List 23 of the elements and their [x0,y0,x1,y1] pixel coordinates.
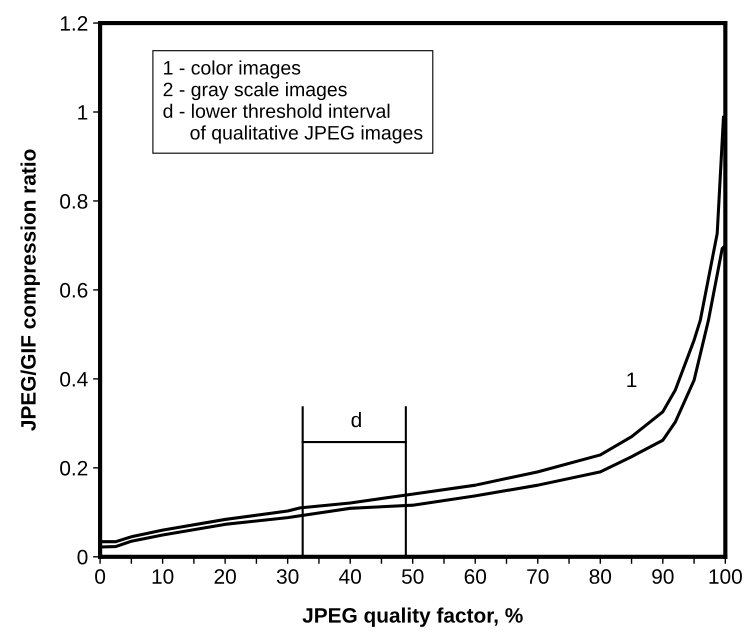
y-tick-label: 0 [78,550,88,565]
annotation: d [352,412,361,428]
y-tick-label: 0.8 [60,194,88,209]
x-tick-label: 30 [276,569,298,584]
x-tick-label: 80 [590,569,612,584]
x-tick-label: 90 [652,569,674,584]
y-tick-label: 0.2 [60,460,88,476]
x-tick-label: 50 [402,569,424,584]
x-tick-label: 70 [527,569,549,584]
x-tick-label: 0 [95,569,106,584]
y-tick-label: 0.4 [60,372,88,387]
x-tick-label: 20 [214,569,236,584]
y-tick-label: 0.6 [60,282,88,298]
x-tick-label: 100 [710,569,742,584]
x-tick-label: 10 [152,569,174,584]
annotation: 1 [627,372,636,388]
y-tick-label: 1 [78,105,88,120]
y-tick-label: 1.2 [60,16,88,31]
y-axis-title: JPEG/GIF compression ratio [20,149,40,431]
x-tick-label: 60 [464,569,486,584]
x-axis-title: JPEG quality factor, % [302,607,523,627]
x-tick-label: 40 [339,569,361,584]
annotation: 1 - color images 2 - gray scale images d - lower threshold interval of qualitative JPEG images [163,60,422,144]
